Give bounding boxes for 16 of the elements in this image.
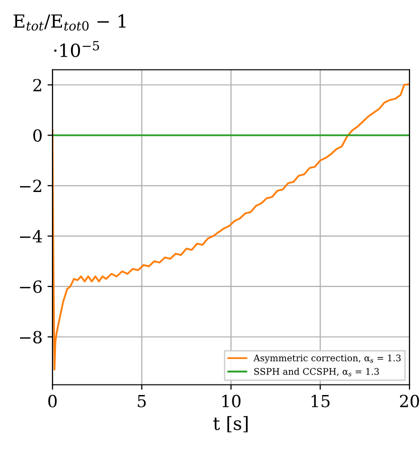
legend-label: Asymmetric correction, α$_{s}$ = 1.3: [253, 354, 401, 364]
y-tick-label: −8: [20, 330, 42, 344]
y-tick-label: −6: [20, 280, 42, 294]
x-tick-label: 20: [400, 394, 419, 408]
x-tick-label: 10: [222, 394, 240, 408]
legend-label: SSPH and CCSPH, α$_{s}$ = 1.3: [254, 368, 379, 376]
y-tick-label: −4: [20, 230, 42, 242]
x-axis-title: t [s]: [213, 416, 248, 432]
x-tick-label: 5: [138, 394, 146, 408]
y-axis-title: E$_{tot}$/E$_{tot0}$ − 1: [14, 14, 126, 31]
y-tick-label: −2: [20, 180, 42, 192]
y-tick-label: 2: [33, 78, 42, 92]
x-tick-label: 15: [312, 394, 330, 408]
text: ·10$^{−5}$: [54, 41, 100, 58]
y-tick-label: 0: [33, 129, 42, 142]
x-tick-label: 0: [48, 394, 57, 408]
